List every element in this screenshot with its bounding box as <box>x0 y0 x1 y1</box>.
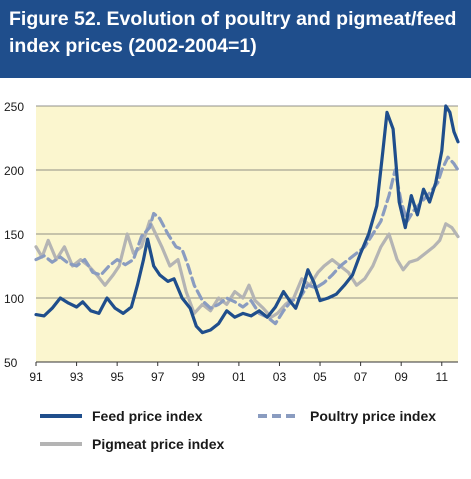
x-tick-label: 11 <box>436 370 449 384</box>
y-axis-ticks: 50 100 150 200 250 <box>4 100 24 370</box>
legend-item-poultry: Poultry price index <box>258 408 436 424</box>
x-tick-label: 09 <box>395 370 409 384</box>
legend-label-pigmeat: Pigmeat price index <box>92 436 225 452</box>
legend-label-feed: Feed price index <box>92 408 203 424</box>
x-tick-label: 93 <box>70 370 84 384</box>
legend-item-pigmeat: Pigmeat price index <box>40 436 224 452</box>
figure-header: Figure 52. Evolution of poultry and pigm… <box>0 0 471 78</box>
legend-item-feed: Feed price index <box>40 408 202 424</box>
legend: Feed price index Poultry price index Pig… <box>0 400 471 470</box>
figure-title: Figure 52. Evolution of poultry and pigm… <box>9 8 457 57</box>
x-tick-label: 01 <box>232 370 246 384</box>
x-tick-label: 07 <box>354 370 368 384</box>
series-line-pigmeat <box>34 219 460 319</box>
series-line-poultry <box>34 155 460 326</box>
line-chart: 50 100 150 200 250 91 93 95 97 99 01 03 05 07 09 11 <box>4 100 460 384</box>
x-tick-label: 99 <box>192 370 206 384</box>
series-layer <box>34 104 460 335</box>
legend-label-poultry: Poultry price index <box>310 408 437 424</box>
x-tick-label: 05 <box>313 370 327 384</box>
x-tick-label: 95 <box>110 370 124 384</box>
x-tick-label: 97 <box>151 370 165 384</box>
series-line-feed <box>34 104 460 335</box>
legend-swatch-poultry <box>258 414 300 418</box>
x-tick-label: 03 <box>273 370 287 384</box>
legend-swatch-feed <box>40 414 82 418</box>
y-tick-label: 50 <box>4 356 18 370</box>
x-axis-ticks: 91 93 95 97 99 01 03 05 07 09 11 <box>29 362 448 384</box>
y-tick-label: 200 <box>4 164 24 178</box>
legend-swatch-pigmeat <box>40 442 82 446</box>
x-tick-label: 91 <box>29 370 43 384</box>
y-tick-label: 150 <box>4 228 24 242</box>
y-tick-label: 100 <box>4 292 24 306</box>
y-tick-label: 250 <box>4 100 24 114</box>
